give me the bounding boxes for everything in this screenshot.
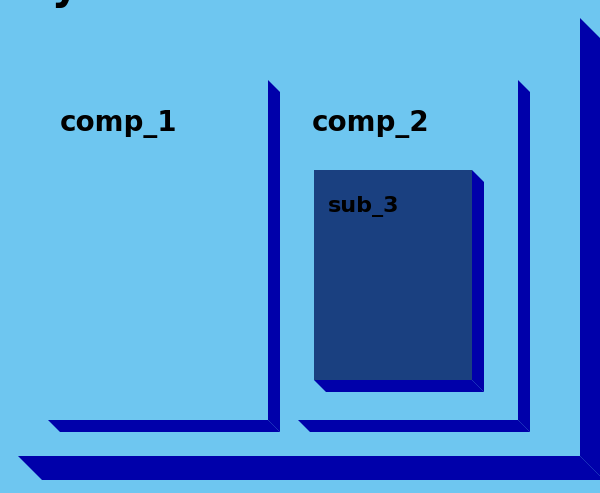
Text: system: system: [28, 0, 196, 8]
Polygon shape: [472, 170, 484, 392]
Text: comp_1: comp_1: [60, 110, 178, 138]
Bar: [314, 170, 472, 380]
Polygon shape: [314, 380, 484, 392]
Bar: [48, 80, 268, 420]
Polygon shape: [580, 18, 600, 480]
Polygon shape: [48, 420, 280, 432]
Polygon shape: [298, 420, 530, 432]
Bar: [18, 18, 580, 456]
Text: sub_3: sub_3: [328, 196, 400, 217]
Bar: [298, 80, 518, 420]
Polygon shape: [268, 80, 280, 432]
Polygon shape: [518, 80, 530, 432]
Text: comp_2: comp_2: [312, 110, 430, 138]
Polygon shape: [18, 456, 600, 480]
